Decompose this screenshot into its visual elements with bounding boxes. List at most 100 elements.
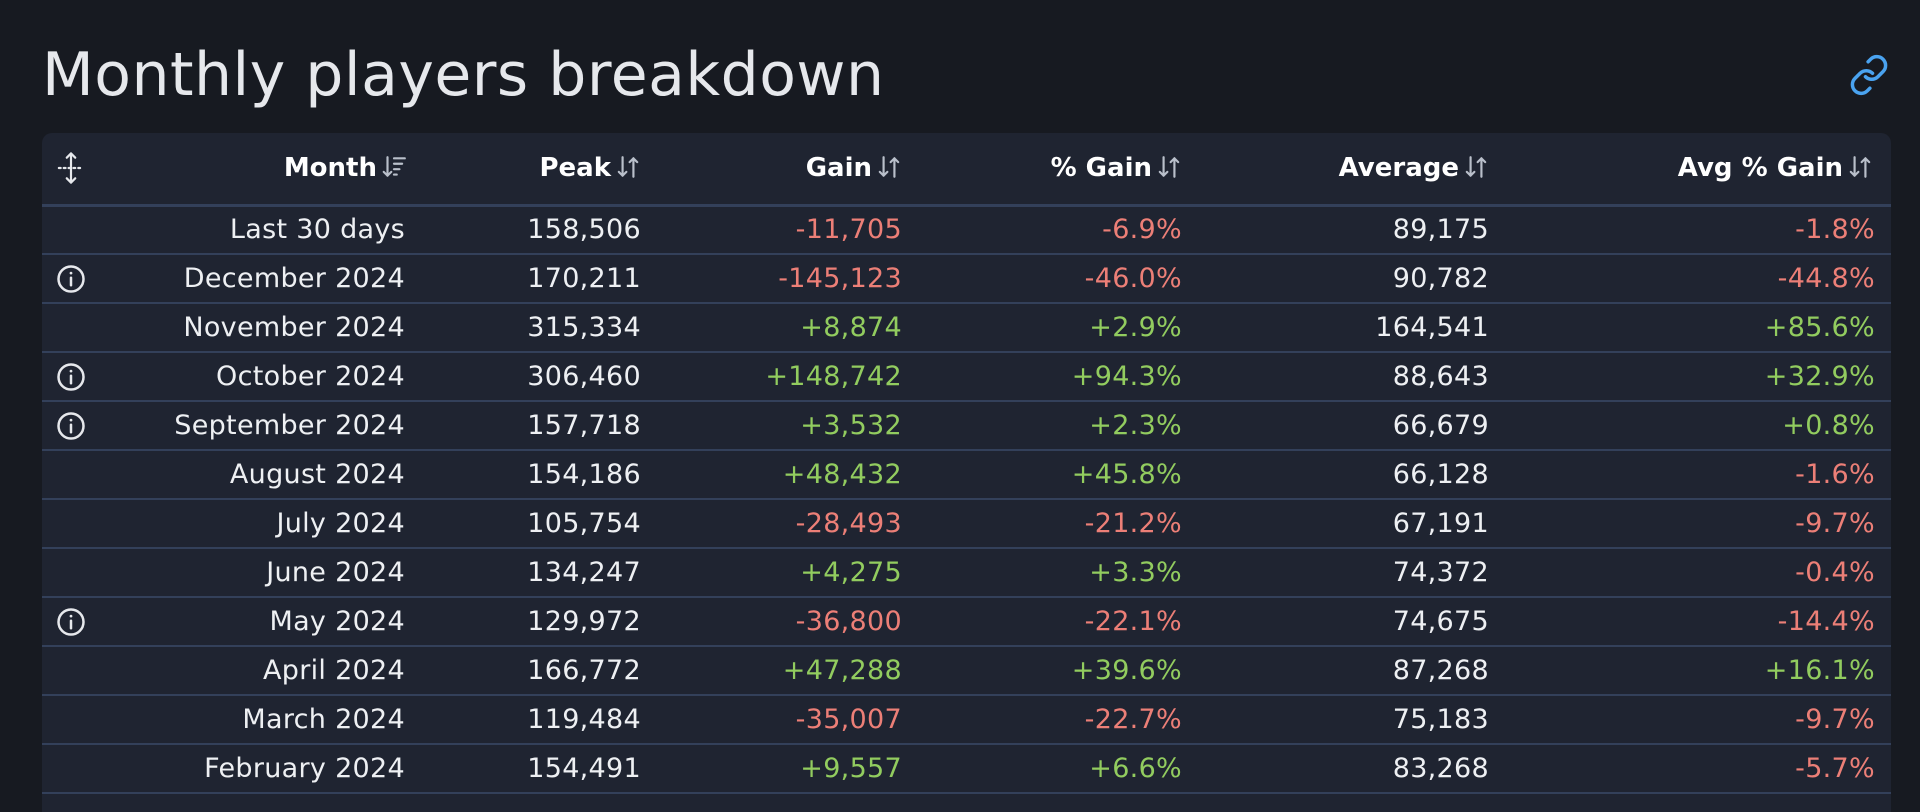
column-drag-handle[interactable]	[42, 133, 130, 205]
column-header-label: % Gain	[1050, 153, 1152, 184]
monthly-players-table: Month Peak Gain % Gain Average Avg % Gain Las…	[42, 133, 1891, 794]
info-cell	[42, 548, 130, 597]
cell-pct-gain: +39.6%	[1071, 655, 1182, 686]
info-cell	[42, 597, 130, 646]
cell-average: 83,268	[1392, 753, 1489, 784]
cell-pct-gain: +6.6%	[1089, 753, 1182, 784]
table-row: December 2024 170,211 -145,123 -46.0% 90,782…	[42, 254, 1891, 303]
cell-peak: 105,754	[527, 508, 641, 539]
cell-average: 88,643	[1392, 361, 1489, 392]
sort-updown-icon[interactable]	[1463, 154, 1489, 180]
info-cell	[42, 205, 130, 254]
cell-gain: +9,557	[800, 753, 902, 784]
cell-average: 87,268	[1392, 655, 1489, 686]
column-header-pct-gain[interactable]: % Gain	[920, 133, 1200, 205]
info-cell	[42, 401, 130, 450]
column-header-avg-pct-gain[interactable]: Avg % Gain	[1507, 133, 1891, 205]
table-row: October 2024 306,460 +148,742 +94.3% 88,643 +…	[42, 352, 1891, 401]
column-header-average[interactable]: Average	[1200, 133, 1507, 205]
cell-gain: -145,123	[778, 263, 902, 294]
column-header-month[interactable]: Month	[130, 133, 425, 205]
table-row: June 2024 134,247 +4,275 +3.3% 74,372 -0.4%	[42, 548, 1891, 597]
cell-peak: 315,334	[527, 312, 641, 343]
info-circle-icon[interactable]	[56, 411, 86, 441]
info-circle-icon[interactable]	[56, 264, 86, 294]
column-header-label: Month	[283, 153, 377, 184]
cell-pct-gain: -46.0%	[1084, 263, 1182, 294]
table-row: November 2024 315,334 +8,874 +2.9% 164,541 +8…	[42, 303, 1891, 352]
cell-month: May 2024	[269, 606, 405, 637]
sort-descending-icon[interactable]	[381, 154, 407, 180]
info-cell	[42, 352, 130, 401]
cell-pct-gain: -22.1%	[1084, 606, 1182, 637]
cell-pct-gain: +2.3%	[1089, 410, 1182, 441]
sort-updown-icon[interactable]	[1847, 154, 1873, 180]
cell-peak: 134,247	[527, 557, 641, 588]
cell-gain: +148,742	[765, 361, 902, 392]
cell-pct-gain: -6.9%	[1102, 214, 1182, 246]
cell-avg-pct-gain: -9.7%	[1795, 508, 1875, 539]
cell-peak: 306,460	[527, 361, 641, 392]
cell-average: 67,191	[1392, 508, 1489, 539]
cell-pct-gain: +3.3%	[1089, 557, 1182, 588]
info-cell	[42, 499, 130, 548]
table-row: March 2024 119,484 -35,007 -22.7% 75,183 -9.7…	[42, 695, 1891, 744]
cell-gain: +8,874	[800, 312, 902, 343]
cell-avg-pct-gain: -1.8%	[1795, 214, 1875, 246]
info-cell	[42, 744, 130, 793]
cell-peak: 158,506	[527, 214, 641, 246]
cell-gain: -28,493	[795, 508, 902, 539]
cell-gain: -35,007	[795, 704, 902, 735]
cell-avg-pct-gain: -5.7%	[1795, 753, 1875, 784]
cell-gain: +47,288	[782, 655, 902, 686]
cell-pct-gain: +94.3%	[1071, 361, 1182, 392]
column-header-peak[interactable]: Peak	[425, 133, 659, 205]
cell-avg-pct-gain: +85.6%	[1764, 312, 1875, 343]
column-header-label: Gain	[805, 153, 872, 184]
table-row: February 2024 154,491 +9,557 +6.6% 83,268 -5.…	[42, 744, 1891, 793]
cell-average: 74,675	[1392, 606, 1489, 637]
cell-avg-pct-gain: -14.4%	[1777, 606, 1875, 637]
link-icon[interactable]	[1848, 54, 1890, 96]
cell-gain: -36,800	[795, 606, 902, 637]
page-title: Monthly players breakdown	[42, 40, 885, 110]
column-header-gain[interactable]: Gain	[659, 133, 920, 205]
cell-avg-pct-gain: -9.7%	[1795, 704, 1875, 735]
cell-month: June 2024	[266, 557, 405, 588]
cell-month: April 2024	[262, 655, 405, 686]
cell-month: February 2024	[204, 753, 405, 784]
cell-peak: 157,718	[527, 410, 641, 441]
cell-avg-pct-gain: -0.4%	[1795, 557, 1875, 588]
cell-avg-pct-gain: -44.8%	[1777, 263, 1875, 294]
cell-avg-pct-gain: +16.1%	[1764, 655, 1875, 686]
cell-average: 89,175	[1392, 214, 1489, 246]
cell-pct-gain: +2.9%	[1089, 312, 1182, 343]
table-row: August 2024 154,186 +48,432 +45.8% 66,128 -1.…	[42, 450, 1891, 499]
sort-updown-icon[interactable]	[876, 154, 902, 180]
info-cell	[42, 450, 130, 499]
cell-average: 75,183	[1392, 704, 1489, 735]
cell-gain: +48,432	[782, 459, 902, 490]
move-arrows-icon[interactable]	[56, 151, 86, 185]
cell-gain: +3,532	[800, 410, 902, 441]
cell-month: Last 30 days	[229, 214, 405, 246]
cell-average: 90,782	[1392, 263, 1489, 294]
cell-average: 164,541	[1375, 312, 1489, 343]
table-row: April 2024 166,772 +47,288 +39.6% 87,268 +16.…	[42, 646, 1891, 695]
column-header-label: Peak	[539, 153, 611, 184]
cell-month: December 2024	[183, 263, 405, 294]
cell-average: 74,372	[1392, 557, 1489, 588]
info-circle-icon[interactable]	[56, 607, 86, 637]
cell-pct-gain: +45.8%	[1071, 459, 1182, 490]
info-cell	[42, 303, 130, 352]
info-cell	[42, 646, 130, 695]
cell-average: 66,128	[1392, 459, 1489, 490]
cell-gain: +4,275	[800, 557, 902, 588]
table-row: September 2024 157,718 +3,532 +2.3% 66,679 +0…	[42, 401, 1891, 450]
sort-updown-icon[interactable]	[1156, 154, 1182, 180]
info-circle-icon[interactable]	[56, 362, 86, 392]
sort-updown-icon[interactable]	[615, 154, 641, 180]
cell-month: August 2024	[229, 459, 405, 490]
cell-month: March 2024	[242, 704, 405, 735]
